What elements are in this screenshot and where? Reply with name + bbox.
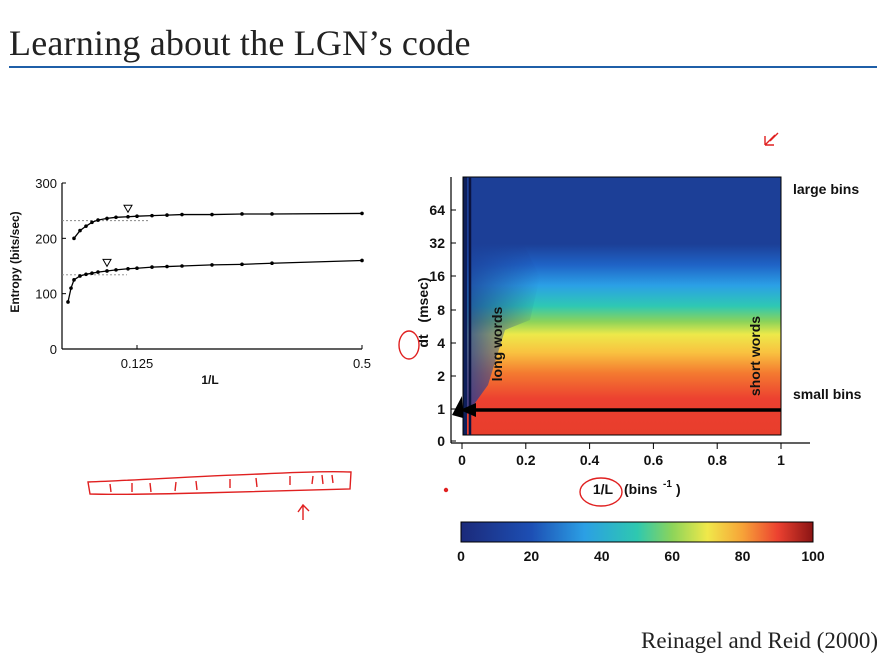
heatmap-x-tick-label: 0.4 <box>580 452 600 468</box>
heatmap-x-axis-unit-exponent: -1 <box>663 479 672 490</box>
entropy-data-point <box>150 213 154 218</box>
heatmap-y-tick-label: 1 <box>437 401 445 417</box>
colorbar-tick-label: 20 <box>524 548 540 564</box>
long-words-label: long words <box>489 306 505 381</box>
heatmap-x-axis-unit: (bins <box>624 481 658 497</box>
handwritten-annotations <box>87 132 779 520</box>
heatmap-y-tick-label: 4 <box>437 335 445 351</box>
heatmap-x-tick-label: 0.2 <box>516 452 536 468</box>
entropy-data-point <box>165 213 169 217</box>
entropy-data-point <box>180 212 184 217</box>
heatmap-y-tick-label: 2 <box>437 368 445 384</box>
hand-drawn-dot <box>443 487 449 493</box>
entropy-data-point <box>135 214 139 218</box>
entropy-data-point <box>105 269 109 273</box>
entropy-series-line-1 <box>73 212 363 239</box>
heatmap-edge-strip <box>463 177 467 435</box>
entropy-data-point <box>84 272 88 277</box>
entropy-data-point <box>96 270 100 274</box>
small-bins-label: small bins <box>793 386 862 402</box>
entropy-heatmap: 0 1 2 4 8 16 32 64 0 0.2 0.4 0.6 0.8 1 large bins sm… <box>415 176 862 497</box>
estimate-marker <box>102 258 112 268</box>
entropy-data-point <box>84 224 88 228</box>
large-bins-label: large bins <box>793 181 859 197</box>
left-y-tick-label: 0 <box>50 342 57 357</box>
heatmap-y-tick-label: 8 <box>437 302 445 318</box>
corner-arrowhead <box>452 396 463 418</box>
heatmap-frame <box>462 176 782 436</box>
entropy-line-chart: 0 100 200 300 0.125 0.5 1/L Entropy (bits/se… <box>8 176 371 387</box>
entropy-data-point <box>90 220 94 225</box>
entropy-data-point <box>240 212 244 216</box>
colorbar-gradient <box>460 521 814 543</box>
left-x-axis-label: 1/L <box>201 373 218 387</box>
entropy-data-point <box>210 212 214 217</box>
entropy-data-point <box>360 211 364 216</box>
entropy-data-point <box>78 274 82 278</box>
heatmap-y-tick-label: 16 <box>429 268 445 284</box>
short-words-label: short words <box>747 316 763 396</box>
colorbar-tick-label: 60 <box>664 548 680 564</box>
entropy-data-point <box>240 262 244 267</box>
left-x-tick-label: 0.125 <box>121 356 154 371</box>
left-x-tick-label: 0.5 <box>353 356 371 371</box>
entropy-data-point <box>126 214 130 219</box>
small-bins-arrowhead <box>460 403 476 417</box>
entropy-data-point <box>90 271 94 275</box>
hand-drawn-arrow-top <box>764 132 779 146</box>
slide-title: Learning about the LGN’s code <box>9 23 471 63</box>
heatmap-x-tick-label: 0.6 <box>644 452 664 468</box>
heatmap-x-tick-label: 0.8 <box>707 452 727 468</box>
colorbar-tick-label: 100 <box>801 548 825 564</box>
entropy-data-point <box>270 212 274 216</box>
heatmap-y-tick-label: 0 <box>437 433 445 449</box>
entropy-data-point <box>105 216 109 221</box>
entropy-data-point <box>72 236 76 241</box>
heatmap-low-L-region <box>463 177 540 420</box>
heatmap-x-axis-label: 1/L <box>593 481 614 497</box>
estimate-marker <box>123 204 133 214</box>
title-divider <box>9 66 877 68</box>
hand-drawn-bin-ticks <box>109 474 334 493</box>
left-y-tick-label: 100 <box>35 287 57 302</box>
heatmap-y-tick-label: 64 <box>429 202 445 218</box>
entropy-data-point <box>135 266 139 271</box>
circle-1-over-L-annotation <box>579 477 623 507</box>
hand-drawn-arrow-bottom <box>297 503 310 520</box>
entropy-data-point <box>114 215 118 220</box>
heatmap-y-tick-label: 32 <box>429 235 445 251</box>
entropy-series-line-2 <box>67 259 363 303</box>
heatmap-x-tick-label: 1 <box>777 452 785 468</box>
colorbar-tick-label: 0 <box>457 548 465 564</box>
left-y-axis-label: Entropy (bits/sec) <box>8 211 22 312</box>
entropy-data-point <box>69 286 73 290</box>
hand-drawn-bin-strip <box>87 470 352 496</box>
entropy-data-point <box>96 218 100 222</box>
entropy-data-point <box>150 265 154 269</box>
entropy-data-point <box>72 278 76 282</box>
entropy-data-point <box>270 261 274 266</box>
heatmap-x-axis-unit-close: ) <box>676 481 681 497</box>
entropy-data-point <box>66 300 70 304</box>
colorbar-tick-label: 80 <box>735 548 751 564</box>
heatmap-colorbar: 0 20 40 60 80 100 <box>457 521 825 564</box>
entropy-data-point <box>165 264 169 269</box>
entropy-data-point <box>180 264 184 268</box>
entropy-data-point <box>360 258 364 263</box>
left-y-tick-label: 200 <box>35 231 57 246</box>
colorbar-tick-label: 40 <box>594 548 610 564</box>
left-y-tick-label: 300 <box>35 176 57 191</box>
entropy-data-point <box>114 268 118 272</box>
heatmap-y-axis-unit: (msec) <box>415 277 431 322</box>
heatmap-x-tick-label: 0 <box>458 452 466 468</box>
entropy-data-point <box>210 263 214 267</box>
circle-dt-annotation <box>398 330 420 360</box>
entropy-data-point <box>126 266 130 271</box>
citation: Reinagel and Reid (2000) <box>641 628 878 653</box>
entropy-data-point <box>78 228 82 233</box>
